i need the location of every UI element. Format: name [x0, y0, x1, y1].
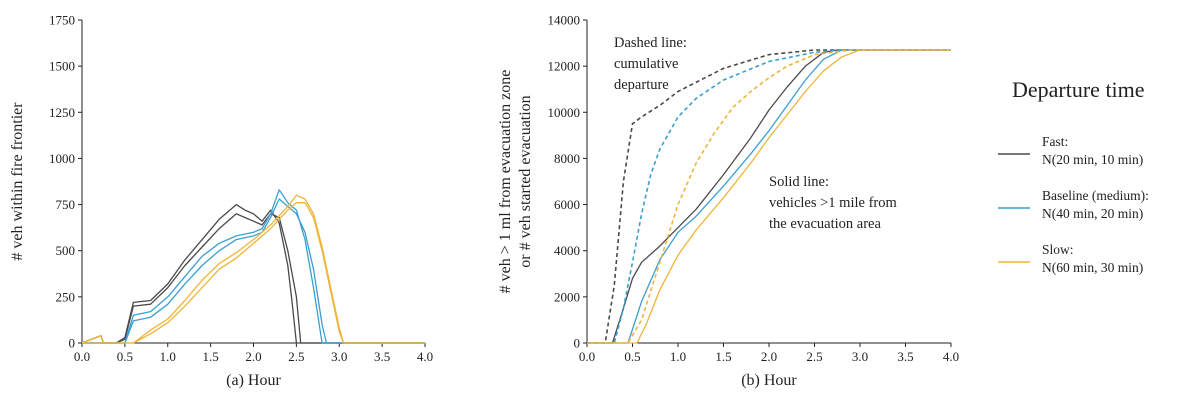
legend-sublabel-baseline: N(40 min, 20 min) — [1042, 206, 1143, 221]
series-line-baseline-solid — [82, 198, 425, 344]
x-axis-label: (a) Hour — [226, 372, 281, 389]
x-axis-label: (b) Hour — [741, 372, 797, 389]
series-line-slow-dashed — [587, 49, 951, 344]
x-tick-label: 2.0 — [245, 349, 261, 364]
y-tick-label: 0 — [69, 336, 76, 351]
dashed-annotation-line-1: Dashed line: — [614, 35, 687, 51]
series-line-slow-solid — [81, 194, 425, 344]
series-line-slow-solid — [82, 202, 425, 344]
y-axis-label-line-1: # veh > 1 ml from evacuation zone — [497, 70, 514, 294]
x-tick-label: 0.5 — [624, 349, 640, 364]
legend-label-fast: Fast: — [1042, 134, 1068, 149]
x-tick-label: 2.5 — [806, 349, 822, 364]
x-tick-label: 4.0 — [417, 349, 433, 364]
series-line-fast-solid — [587, 49, 951, 344]
series-line-fast-solid — [82, 213, 425, 344]
x-tick-label: 3.0 — [331, 349, 347, 364]
x-tick-label: 1.5 — [715, 349, 731, 364]
solid-annotation-line-2: vehicles >1 mile from — [769, 195, 897, 211]
y-tick-label: 250 — [56, 289, 76, 304]
legend-sublabel-slow: N(60 min, 30 min) — [1042, 260, 1143, 275]
legend-label-baseline: Baseline (medium): — [1042, 188, 1149, 203]
legend-title: Departure time — [1012, 77, 1145, 102]
y-tick-label: 1500 — [49, 59, 75, 74]
legend-item-fast: Fast: N(20 min, 10 min) — [998, 134, 1143, 167]
y-tick-label: 500 — [56, 243, 76, 258]
y-axis-label: # veh within fire frontier — [9, 102, 26, 261]
solid-annotation-line-3: the evacuation area — [769, 216, 881, 232]
legend-item-baseline: Baseline (medium): N(40 min, 20 min) — [998, 188, 1149, 221]
panel-b-chart: 0.0 0.5 1.0 1.5 2.0 2.5 3.0 3.5 4.0 0 2000 4000 6000… — [497, 13, 959, 390]
x-tick-label: 4.0 — [943, 349, 959, 364]
series-line-baseline-dashed — [587, 49, 951, 344]
series-line-fast-dashed — [587, 49, 951, 344]
x-tick-label: 1.0 — [670, 349, 686, 364]
solid-annotation-line-1: Solid line: — [769, 174, 829, 190]
y-tick-label: 1750 — [49, 13, 75, 28]
dashed-annotation-line-3: departure — [614, 77, 669, 93]
y-tick-label: 6000 — [554, 197, 580, 212]
x-tick-label: 3.0 — [852, 349, 868, 364]
y-tick-label: 4000 — [554, 243, 580, 258]
series-line-baseline-solid — [82, 189, 425, 344]
y-tick-label: 0 — [574, 336, 581, 351]
x-tick-label: 3.5 — [374, 349, 390, 364]
dashed-line-annotation: Dashed line: cumulative departure — [614, 35, 687, 93]
y-tick-label: 12000 — [548, 59, 581, 74]
x-tick-label: 2.0 — [761, 349, 777, 364]
y-tick-label: 1000 — [49, 151, 75, 166]
x-tick-label: 1.5 — [203, 349, 219, 364]
x-tick-label: 1.0 — [160, 349, 176, 364]
x-tick-label: 0.0 — [579, 349, 595, 364]
legend: Departure time Fast: N(20 min, 10 min) B… — [998, 77, 1149, 275]
legend-label-slow: Slow: — [1042, 242, 1074, 257]
legend-item-slow: Slow: N(60 min, 30 min) — [998, 242, 1143, 275]
x-tick-label: 3.5 — [897, 349, 913, 364]
dashed-annotation-line-2: cumulative — [614, 56, 678, 72]
y-tick-label: 1250 — [49, 105, 75, 120]
series-line-slow-solid — [587, 49, 951, 344]
y-tick-label: 750 — [56, 197, 76, 212]
series-line-fast-solid — [81, 203, 425, 344]
y-tick-label: 8000 — [554, 151, 580, 166]
x-tick-label: 0.5 — [117, 349, 133, 364]
y-tick-label: 14000 — [548, 13, 581, 28]
legend-sublabel-fast: N(20 min, 10 min) — [1042, 152, 1143, 167]
y-tick-label: 10000 — [548, 105, 581, 120]
x-tick-label: 0.0 — [74, 349, 90, 364]
y-tick-label: 2000 — [554, 289, 580, 304]
solid-line-annotation: Solid line: vehicles >1 mile from the ev… — [769, 174, 897, 232]
x-tick-label: 2.5 — [288, 349, 304, 364]
series-line-baseline-solid — [587, 49, 951, 344]
panel-a-chart: 0.0 0.5 1.0 1.5 2.0 2.5 3.0 3.5 4.0 0 250 500 750 100… — [9, 13, 433, 390]
y-axis-label-line-2: or # veh started evacuation — [517, 95, 534, 267]
